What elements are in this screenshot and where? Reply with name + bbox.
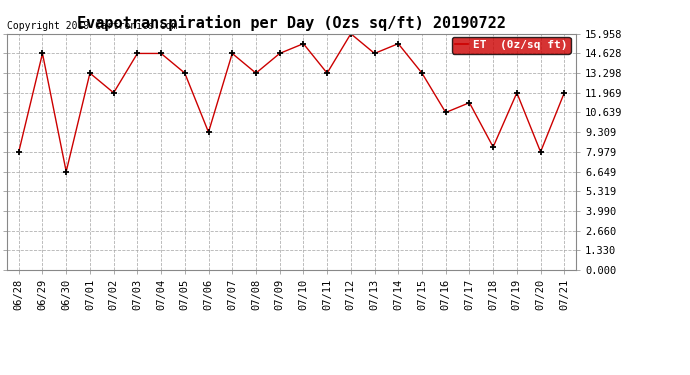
Title: Evapotranspiration per Day (Ozs sq/ft) 20190722: Evapotranspiration per Day (Ozs sq/ft) 2…	[77, 15, 506, 31]
Legend: ET  (0z/sq ft): ET (0z/sq ft)	[452, 37, 571, 54]
Text: Copyright 2019 Cartronics.com: Copyright 2019 Cartronics.com	[7, 21, 177, 32]
